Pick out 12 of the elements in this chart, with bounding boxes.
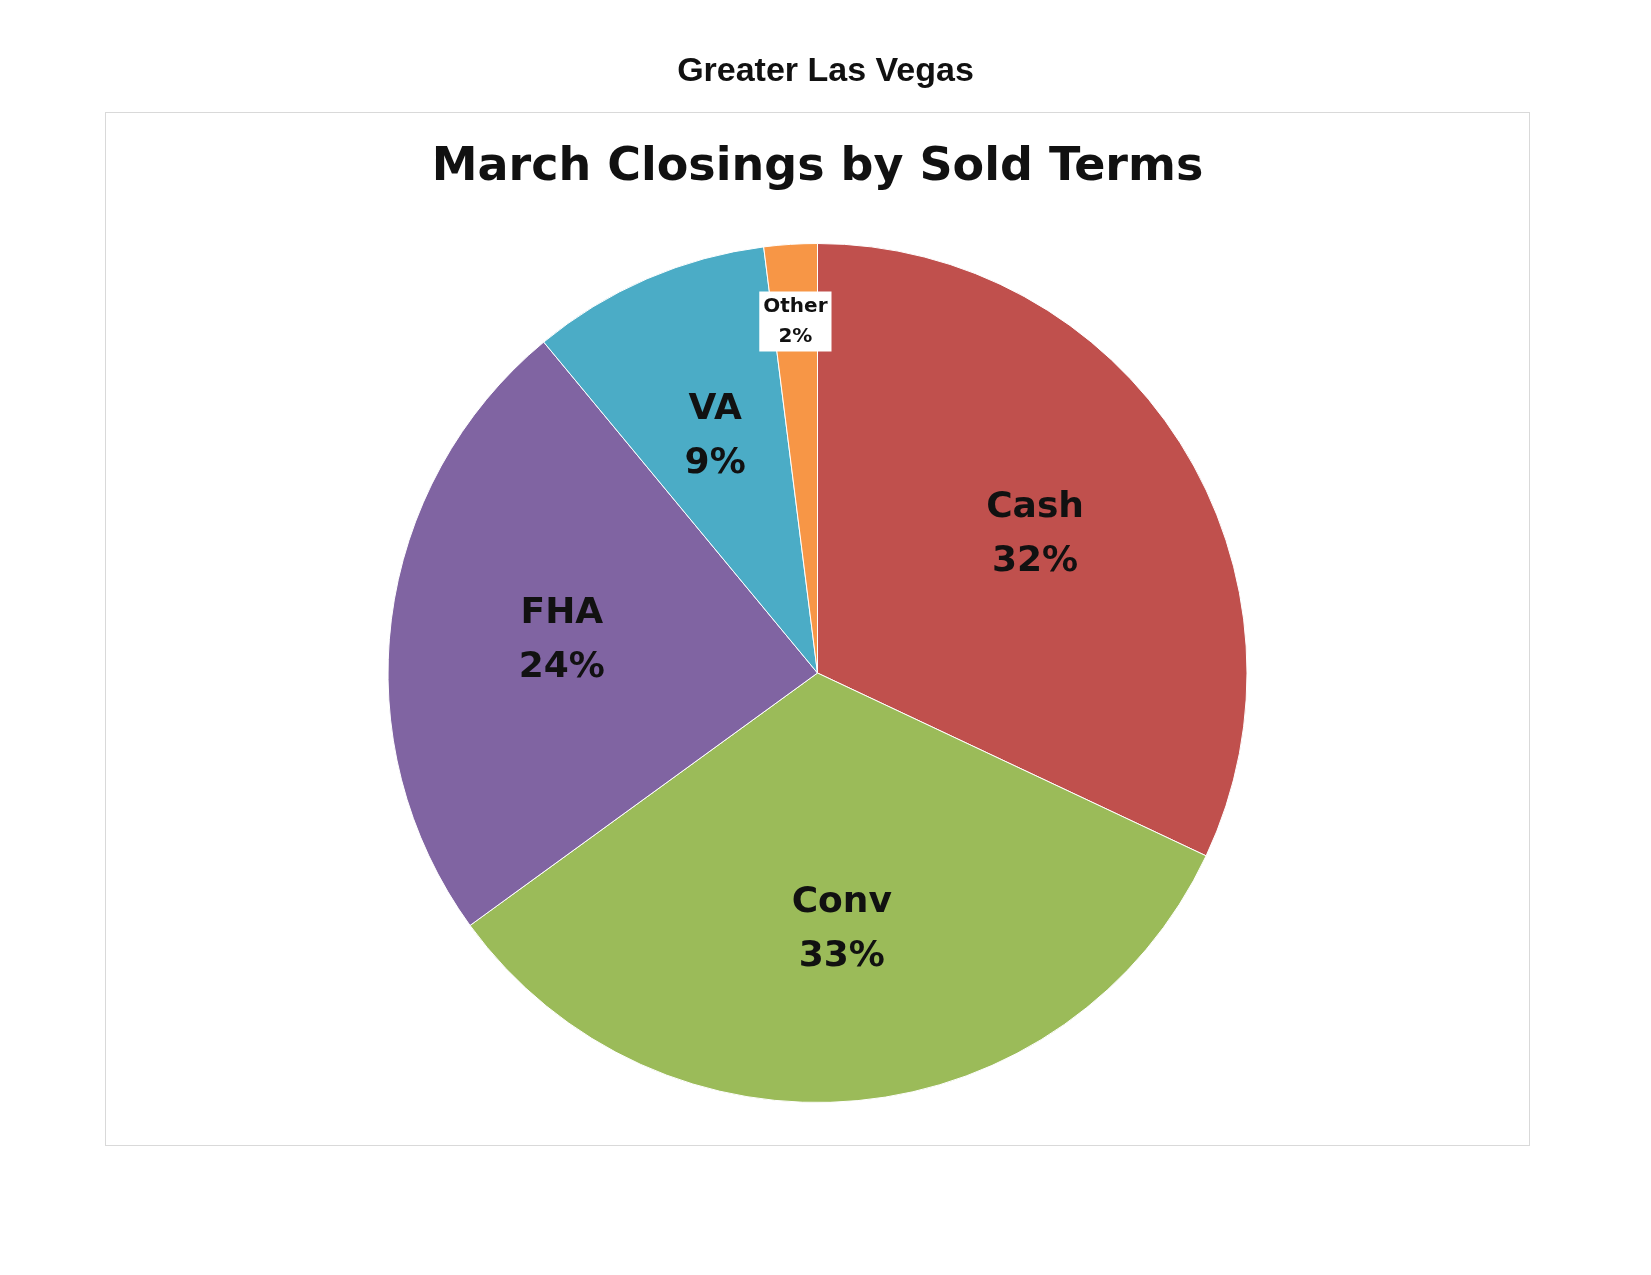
data-label: 24%	[518, 644, 605, 686]
data-label: 33%	[798, 932, 885, 974]
slice-label: FHA	[520, 590, 604, 632]
slice-label: Conv	[791, 878, 892, 920]
chart-subtitle: Greater Las Vegas	[676, 50, 975, 89]
slice-label: Other	[763, 292, 828, 317]
data-label: 2%	[778, 322, 813, 347]
slice-label: VA	[688, 385, 742, 427]
chart-title: March Closings by Sold Terms	[430, 137, 1205, 191]
slice-label: Cash	[986, 484, 1084, 526]
data-label: 9%	[684, 439, 746, 481]
data-label: 32%	[992, 538, 1079, 580]
